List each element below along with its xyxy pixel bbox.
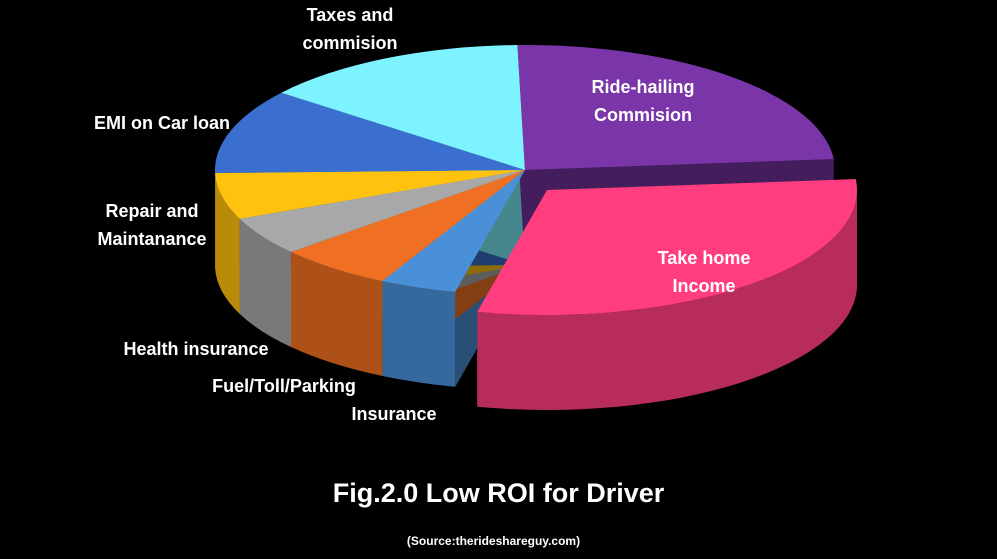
slice-label-line: commision (302, 33, 397, 53)
slice-taxes-and-commision (281, 45, 525, 170)
slice-label-4: Repair and Maintanance (97, 201, 206, 249)
slice-label-line: Commision (594, 105, 692, 125)
slice-side-1-0 (382, 280, 456, 387)
slice-label-5: EMI on Car loan (94, 113, 230, 133)
pie-labels: Take home Income Insurance Fuel/Toll/Parkin… (94, 5, 750, 424)
slice-label-line: Income (672, 276, 735, 296)
pie-tops (215, 45, 858, 315)
slice-label-line: Health insurance (123, 339, 268, 359)
slice-label-0: Take home Income (658, 248, 751, 296)
slice-label-line: Ride-hailing (592, 77, 695, 97)
slice-label-7: Ride-hailing Commision (592, 77, 695, 125)
slice-side-0-0 (477, 190, 857, 411)
slice-label-6: Taxes and commision (302, 5, 397, 53)
slice-health-insurance (239, 170, 525, 253)
slice-label-line: EMI on Car loan (94, 113, 230, 133)
slice-emi-on-car-loan (215, 92, 526, 174)
slice-label-line: Taxes and (307, 5, 394, 25)
slice-side-3-0 (239, 218, 292, 348)
slice-fuel-toll-parking (291, 170, 525, 281)
slice-label-line: Insurance (351, 404, 436, 424)
slice-label-line: Take home (658, 248, 751, 268)
slice-repair-and-maintanance (215, 170, 526, 219)
slice-label-1: Insurance (351, 404, 436, 424)
slice-label-3: Health insurance (123, 339, 268, 359)
slice-insurance (382, 170, 525, 292)
slice-label-line: Repair and (105, 201, 198, 221)
chart-title: Fig.2.0 Low ROI for Driver (332, 478, 665, 508)
slice-label-line: Maintanance (97, 229, 206, 249)
slice-take-home-income (477, 179, 858, 315)
slice-ride-hailing-commision (517, 45, 834, 170)
slice-label-line: Fuel/Toll/Parking (212, 376, 356, 396)
pie-chart: Take home Income Insurance Fuel/Toll/Parkin… (94, 5, 858, 424)
slice-label-2: Fuel/Toll/Parking (212, 376, 356, 396)
slice-side-4-0 (215, 173, 240, 314)
slice-side-2-0 (291, 252, 383, 376)
chart-source: (Source:therideshareguy.com) (406, 534, 581, 548)
